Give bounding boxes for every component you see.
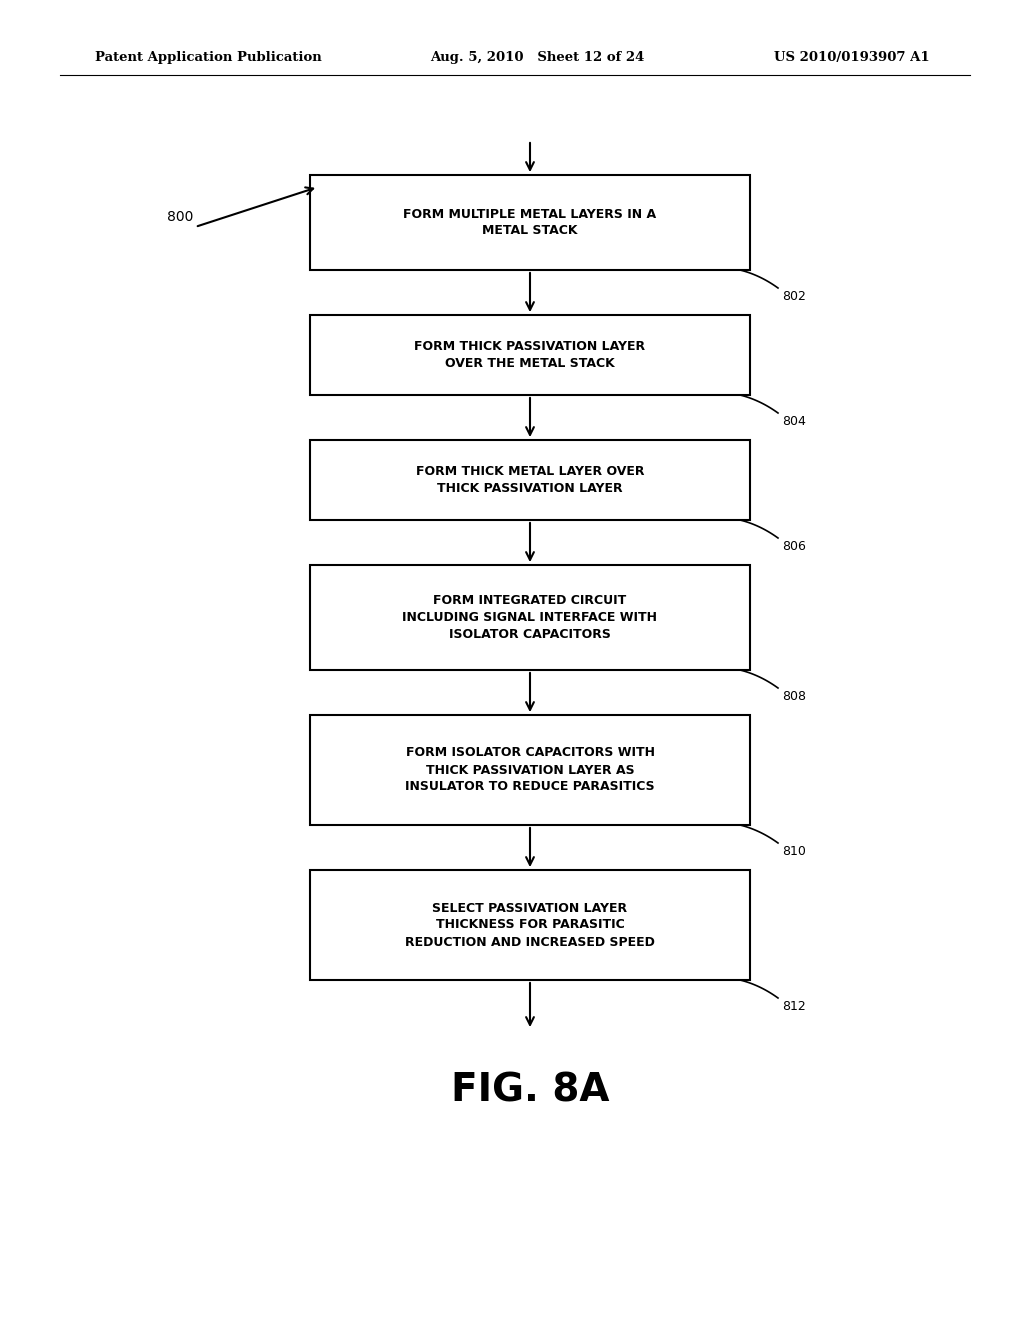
Text: ISOLATOR CAPACITORS: ISOLATOR CAPACITORS: [450, 628, 611, 642]
Bar: [310, 870, 750, 979]
Text: 804: 804: [782, 414, 806, 428]
Text: 800: 800: [167, 210, 193, 224]
Text: FORM INTEGRATED CIRCUIT: FORM INTEGRATED CIRCUIT: [433, 594, 627, 607]
Text: FIG. 8A: FIG. 8A: [451, 1071, 609, 1109]
Bar: [310, 440, 750, 520]
Text: REDUCTION AND INCREASED SPEED: REDUCTION AND INCREASED SPEED: [406, 936, 655, 949]
Bar: [310, 715, 750, 825]
Bar: [310, 315, 750, 395]
Text: THICK PASSIVATION LAYER: THICK PASSIVATION LAYER: [437, 482, 623, 495]
Text: 802: 802: [782, 290, 806, 304]
Text: US 2010/0193907 A1: US 2010/0193907 A1: [774, 51, 930, 65]
Text: 812: 812: [782, 1001, 806, 1012]
Text: FORM THICK PASSIVATION LAYER: FORM THICK PASSIVATION LAYER: [415, 341, 645, 352]
Text: INCLUDING SIGNAL INTERFACE WITH: INCLUDING SIGNAL INTERFACE WITH: [402, 611, 657, 624]
Text: 808: 808: [782, 690, 806, 704]
Text: SELECT PASSIVATION LAYER: SELECT PASSIVATION LAYER: [432, 902, 628, 915]
Text: INSULATOR TO REDUCE PARASITICS: INSULATOR TO REDUCE PARASITICS: [406, 780, 654, 793]
Text: FORM ISOLATOR CAPACITORS WITH: FORM ISOLATOR CAPACITORS WITH: [406, 747, 654, 759]
Text: METAL STACK: METAL STACK: [482, 224, 578, 238]
Bar: [310, 176, 750, 271]
Text: OVER THE METAL STACK: OVER THE METAL STACK: [445, 356, 614, 370]
Text: 806: 806: [782, 540, 806, 553]
Text: THICKNESS FOR PARASITIC: THICKNESS FOR PARASITIC: [435, 919, 625, 932]
Text: 810: 810: [782, 845, 806, 858]
Text: Patent Application Publication: Patent Application Publication: [95, 51, 322, 65]
Bar: [310, 565, 750, 671]
Text: Aug. 5, 2010   Sheet 12 of 24: Aug. 5, 2010 Sheet 12 of 24: [430, 51, 644, 65]
Text: FORM THICK METAL LAYER OVER: FORM THICK METAL LAYER OVER: [416, 465, 644, 478]
Text: FORM MULTIPLE METAL LAYERS IN A: FORM MULTIPLE METAL LAYERS IN A: [403, 207, 656, 220]
Text: THICK PASSIVATION LAYER AS: THICK PASSIVATION LAYER AS: [426, 763, 634, 776]
